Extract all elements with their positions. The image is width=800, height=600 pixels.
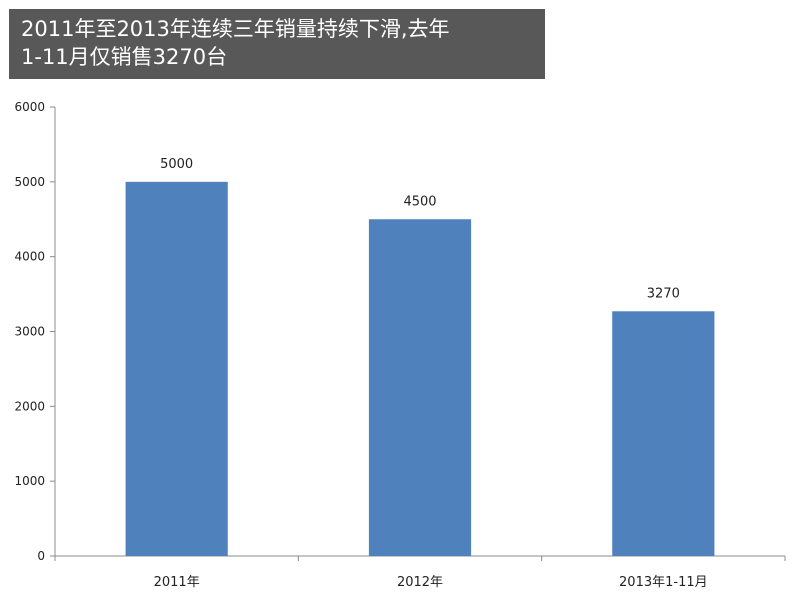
chart-title-banner: 2011年至2013年连续三年销量持续下滑,去年 1-11月仅销售3270台 <box>9 9 545 79</box>
bar-series <box>125 181 715 557</box>
data-labels: 5000 4500 3270 <box>160 157 680 301</box>
bar-1 <box>125 181 228 557</box>
bar-3 <box>612 311 715 556</box>
chart-title-line-1: 2011年至2013年连续三年销量持续下滑,去年 <box>21 17 450 41</box>
y-tick-label: 0 <box>37 549 45 563</box>
y-tick-label: 1000 <box>14 474 45 488</box>
bar-2 <box>368 219 472 556</box>
x-category-label: 2012年 <box>397 575 443 590</box>
y-axis: 0 1000 2000 3000 4000 5000 6000 <box>14 100 56 563</box>
bar-value-label: 4500 <box>403 194 436 209</box>
chart-title-line-2: 1-11月仅销售3270台 <box>21 45 228 69</box>
y-tick-label: 3000 <box>14 325 45 339</box>
y-tick-label: 4000 <box>14 250 45 264</box>
bar-value-label: 5000 <box>160 157 193 172</box>
y-tick-label: 5000 <box>14 175 45 189</box>
y-tick-label: 6000 <box>14 100 45 114</box>
y-tick-label: 2000 <box>14 399 45 413</box>
x-category-label: 2013年1-11月 <box>619 575 708 590</box>
bar-value-label: 3270 <box>647 286 680 301</box>
x-axis: 2011年 2012年 2013年1-11月 <box>54 555 786 590</box>
x-category-label: 2011年 <box>154 575 200 590</box>
